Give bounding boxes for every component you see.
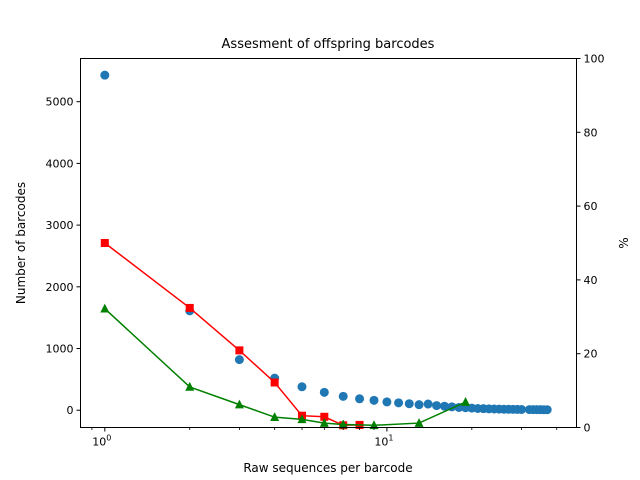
data-point	[516, 404, 526, 414]
data-point	[100, 303, 110, 313]
y-tick-label: 3000	[46, 219, 74, 232]
data-point	[338, 391, 348, 401]
x-axis-label: Raw sequences per barcode	[243, 461, 412, 475]
data-point	[297, 382, 307, 392]
series-line	[104, 242, 360, 427]
y-tick-label: 4000	[46, 157, 74, 170]
data-point	[234, 399, 244, 409]
y-tick-label: 0	[67, 404, 74, 417]
y2-tick-label: 100	[584, 53, 605, 66]
y2-axis-label: %	[617, 237, 631, 248]
data-point	[439, 401, 449, 411]
data-point	[414, 418, 424, 427]
series-layer	[100, 70, 552, 430]
chart-title: Assesment of offspring barcodes	[222, 37, 435, 52]
data-point	[270, 412, 280, 421]
y-tick-label: 5000	[46, 96, 74, 109]
series-1	[100, 239, 364, 430]
data-point	[297, 414, 307, 424]
data-point	[319, 418, 329, 427]
plot-frame	[80, 58, 577, 428]
y2-tick-label: 0	[584, 422, 591, 435]
y-tick-label: 1000	[46, 343, 74, 356]
x-tick-label: 101	[374, 434, 393, 449]
data-point	[355, 394, 365, 404]
data-point	[270, 378, 279, 387]
data-point	[185, 303, 194, 312]
data-point	[461, 397, 471, 406]
data-point	[369, 395, 379, 405]
data-point	[100, 70, 110, 80]
data-point	[319, 387, 329, 397]
data-point	[234, 355, 244, 365]
data-point	[185, 381, 195, 391]
data-point	[423, 399, 433, 409]
y2-tick-label: 80	[584, 126, 598, 139]
data-point	[338, 419, 348, 429]
y-tick-label: 2000	[46, 281, 74, 294]
y2-tick-label: 60	[584, 200, 598, 213]
data-point	[369, 420, 379, 430]
data-point	[542, 405, 552, 415]
y-axis-label: Number of barcodes	[14, 182, 28, 304]
series-line	[104, 308, 466, 427]
data-point	[414, 400, 424, 410]
y2-tick-label: 40	[584, 274, 598, 287]
y2-tick-label: 20	[584, 348, 598, 361]
data-point	[394, 398, 404, 408]
data-point	[100, 239, 109, 247]
data-point	[320, 412, 329, 421]
series-0	[100, 70, 552, 415]
data-point	[404, 399, 414, 409]
x-tick-label: 100	[92, 434, 111, 449]
data-point	[235, 346, 244, 355]
series-2	[100, 303, 471, 430]
data-point	[454, 402, 464, 412]
data-point	[382, 397, 392, 407]
data-point	[432, 401, 442, 411]
axes-layer: 0 1000 2000 3000 4000 5000 0 20 40 60 80 100 100 101	[46, 53, 605, 449]
